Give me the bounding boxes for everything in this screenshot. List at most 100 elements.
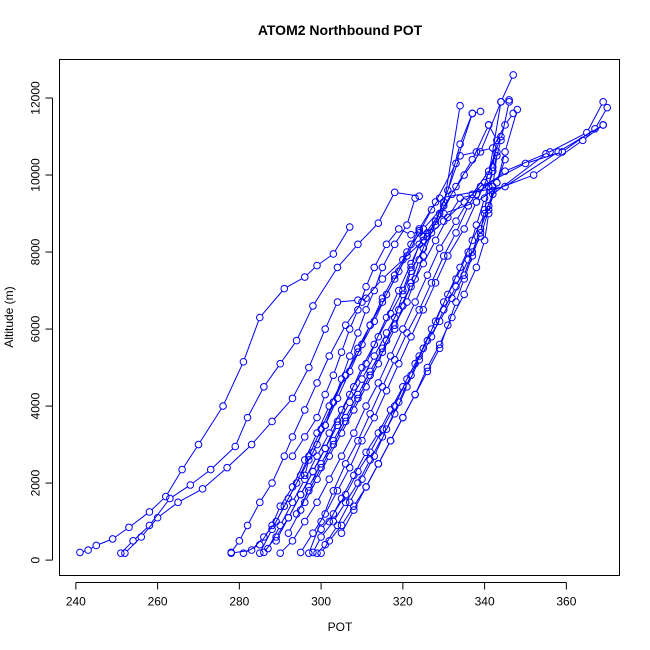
data-point <box>366 321 374 330</box>
data-point <box>390 321 399 330</box>
data-point <box>419 259 428 268</box>
series-segment <box>236 420 247 444</box>
data-point <box>366 367 374 376</box>
series-segment <box>387 320 395 338</box>
series-segment <box>481 104 501 150</box>
data-point <box>329 371 338 380</box>
data-point <box>300 517 309 526</box>
data-point <box>488 167 497 175</box>
data-point <box>255 498 264 507</box>
series-segment <box>367 366 378 385</box>
data-point <box>276 549 285 557</box>
series-segment <box>269 528 280 546</box>
series-segment <box>342 389 353 408</box>
data-point <box>305 549 313 557</box>
series-segment <box>464 258 472 277</box>
data-point <box>423 367 432 376</box>
series-segment <box>428 350 439 369</box>
data-point <box>456 101 464 110</box>
series-segment <box>293 439 304 454</box>
series-segment <box>248 389 263 415</box>
data-point <box>231 442 240 451</box>
series-segment <box>449 231 463 254</box>
data-point <box>345 223 354 231</box>
data-point <box>362 305 370 314</box>
data-point <box>268 525 276 534</box>
data-point <box>460 225 468 233</box>
data-point <box>337 452 346 460</box>
data-point <box>350 471 358 480</box>
series-segment <box>342 435 353 454</box>
series-segment <box>338 470 349 489</box>
data-point <box>145 521 154 530</box>
series-segment <box>403 274 411 292</box>
data-point <box>382 425 391 433</box>
data-point <box>484 121 493 129</box>
data-point <box>407 259 415 268</box>
series-segment <box>379 443 390 462</box>
data-point <box>370 352 379 360</box>
data-point <box>407 267 415 276</box>
data-point <box>145 508 154 516</box>
data-point <box>476 148 485 156</box>
x-tick-label: 360 <box>556 595 576 609</box>
data-point <box>358 436 366 445</box>
data-point <box>452 217 460 226</box>
data-point <box>296 548 305 557</box>
data-point <box>255 313 264 322</box>
data-point <box>280 452 289 460</box>
data-point <box>460 290 468 299</box>
data-point <box>366 448 374 457</box>
data-point <box>370 340 379 349</box>
data-point <box>276 359 285 368</box>
series-segment <box>432 304 443 327</box>
series-segment <box>411 262 419 280</box>
x-tick-label: 340 <box>475 595 495 609</box>
series-segment <box>342 412 353 431</box>
data-point <box>362 483 370 491</box>
data-point <box>456 140 464 149</box>
data-point <box>501 148 509 156</box>
data-point <box>309 467 317 476</box>
series-segment <box>346 401 357 419</box>
data-point <box>227 549 235 557</box>
data-point <box>390 313 399 322</box>
data-point <box>390 271 399 279</box>
series-segment <box>338 505 349 523</box>
data-point <box>411 194 419 202</box>
series-segment <box>367 466 378 485</box>
series-segment <box>375 431 386 454</box>
data-point <box>378 275 387 283</box>
series-segment <box>403 270 411 288</box>
series-segment <box>301 474 312 492</box>
series-24 <box>300 194 419 480</box>
data-point <box>166 494 174 503</box>
series-segment <box>359 454 369 470</box>
data-point <box>488 186 497 195</box>
data-point <box>378 298 387 306</box>
series-segment <box>309 470 321 489</box>
series-segment <box>473 173 488 192</box>
series-segment <box>488 105 501 172</box>
data-point <box>272 517 280 526</box>
data-point <box>378 433 387 441</box>
series-segment <box>358 312 366 330</box>
series-segment <box>244 320 260 359</box>
series-segment <box>330 327 345 354</box>
data-point <box>243 413 252 422</box>
data-point <box>313 261 321 270</box>
series-segment <box>260 531 271 551</box>
series-16 <box>255 121 607 557</box>
series-segment <box>330 435 341 454</box>
series-segment <box>314 451 325 469</box>
series-segment <box>326 401 337 423</box>
data-point <box>497 98 505 106</box>
series-segment <box>489 127 496 138</box>
series-segment <box>358 327 370 346</box>
series-segment <box>478 191 491 201</box>
data-point <box>300 475 309 484</box>
data-point <box>358 475 366 484</box>
data-point <box>476 107 485 116</box>
data-point <box>354 240 362 249</box>
